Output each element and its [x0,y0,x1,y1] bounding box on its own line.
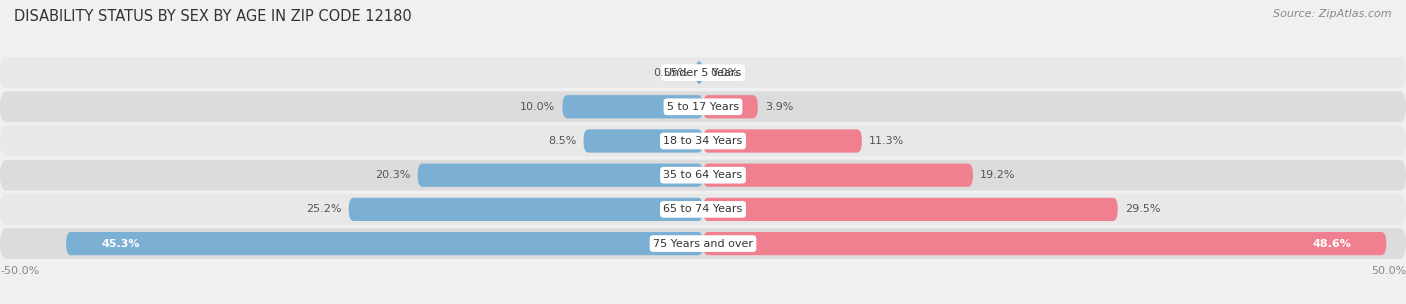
FancyBboxPatch shape [0,126,1406,156]
Text: DISABILITY STATUS BY SEX BY AGE IN ZIP CODE 12180: DISABILITY STATUS BY SEX BY AGE IN ZIP C… [14,9,412,24]
Text: Source: ZipAtlas.com: Source: ZipAtlas.com [1274,9,1392,19]
FancyBboxPatch shape [418,164,703,187]
Text: 19.2%: 19.2% [980,170,1015,180]
FancyBboxPatch shape [703,130,862,153]
Text: 11.3%: 11.3% [869,136,904,146]
Text: 75 Years and over: 75 Years and over [652,239,754,249]
Text: 45.3%: 45.3% [101,239,139,249]
Text: 29.5%: 29.5% [1125,204,1160,214]
Text: 48.6%: 48.6% [1312,239,1351,249]
Text: 65 to 74 Years: 65 to 74 Years [664,204,742,214]
FancyBboxPatch shape [0,160,1406,191]
FancyBboxPatch shape [703,164,973,187]
Text: 8.5%: 8.5% [548,136,576,146]
FancyBboxPatch shape [703,95,758,118]
FancyBboxPatch shape [562,95,703,118]
FancyBboxPatch shape [0,194,1406,225]
Text: Under 5 Years: Under 5 Years [665,67,741,78]
Text: 18 to 34 Years: 18 to 34 Years [664,136,742,146]
Text: 0.0%: 0.0% [710,67,738,78]
FancyBboxPatch shape [696,61,703,84]
Text: 50.0%: 50.0% [1371,266,1406,276]
FancyBboxPatch shape [66,232,703,255]
Text: 5 to 17 Years: 5 to 17 Years [666,102,740,112]
Text: 35 to 64 Years: 35 to 64 Years [664,170,742,180]
Text: 0.55%: 0.55% [652,67,689,78]
FancyBboxPatch shape [0,57,1406,88]
Text: 10.0%: 10.0% [520,102,555,112]
FancyBboxPatch shape [703,232,1386,255]
Text: 25.2%: 25.2% [307,204,342,214]
FancyBboxPatch shape [703,198,1118,221]
FancyBboxPatch shape [349,198,703,221]
Text: 3.9%: 3.9% [765,102,793,112]
Text: 20.3%: 20.3% [375,170,411,180]
FancyBboxPatch shape [0,228,1406,259]
Text: -50.0%: -50.0% [0,266,39,276]
FancyBboxPatch shape [583,130,703,153]
FancyBboxPatch shape [0,92,1406,122]
